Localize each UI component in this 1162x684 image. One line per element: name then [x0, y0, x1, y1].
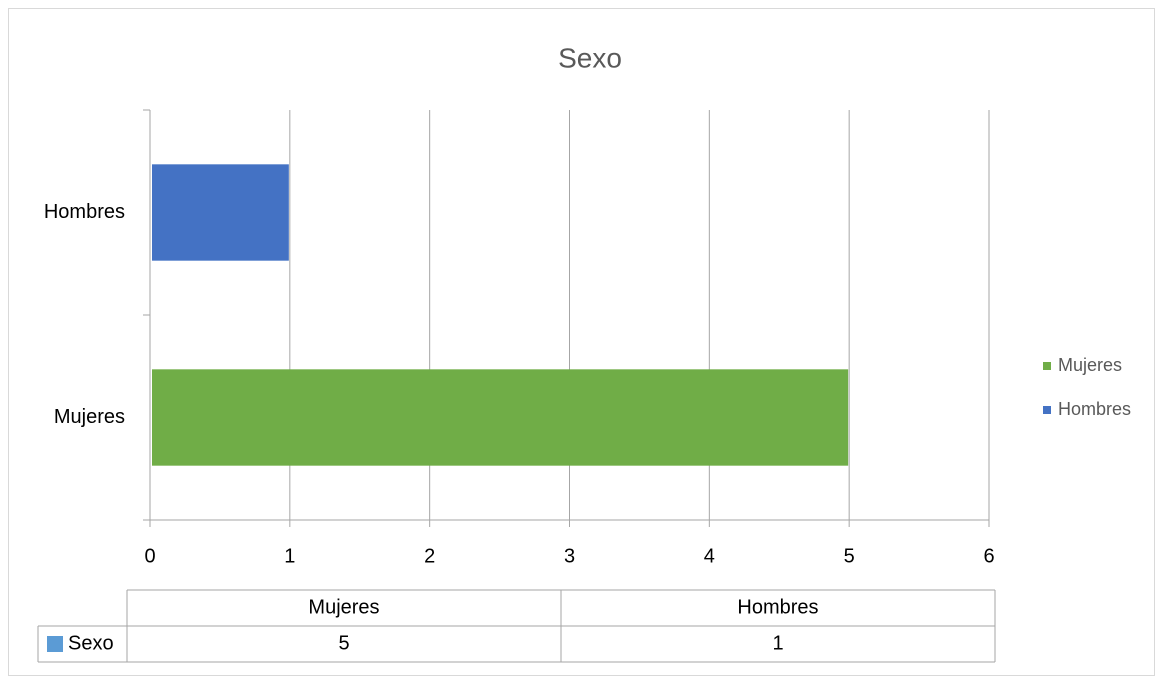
legend-key [1043, 406, 1051, 414]
y-tick-label: Mujeres [54, 406, 125, 428]
x-tick-label: 1 [284, 545, 295, 567]
legend-key [1043, 362, 1051, 370]
table-header: Hombres [737, 596, 818, 618]
x-tick-label: 3 [564, 545, 575, 567]
table-series-name: Sexo [68, 632, 114, 654]
y-tick-label: Hombres [44, 201, 125, 223]
legend-label: Mujeres [1058, 355, 1122, 375]
bar [152, 369, 849, 466]
x-tick-label: 2 [424, 545, 435, 567]
bar [152, 164, 289, 261]
x-tick-label: 4 [704, 545, 715, 567]
chart-title: Sexo [558, 42, 622, 73]
x-tick-label: 5 [844, 545, 855, 567]
table-value: 1 [772, 632, 783, 654]
chart-border [8, 8, 1155, 676]
legend-label: Hombres [1058, 399, 1131, 419]
table-value: 5 [338, 632, 349, 654]
x-tick-label: 6 [983, 545, 994, 567]
x-tick-label: 0 [144, 545, 155, 567]
table-legend-key [47, 636, 63, 652]
table-header: Mujeres [308, 596, 379, 618]
